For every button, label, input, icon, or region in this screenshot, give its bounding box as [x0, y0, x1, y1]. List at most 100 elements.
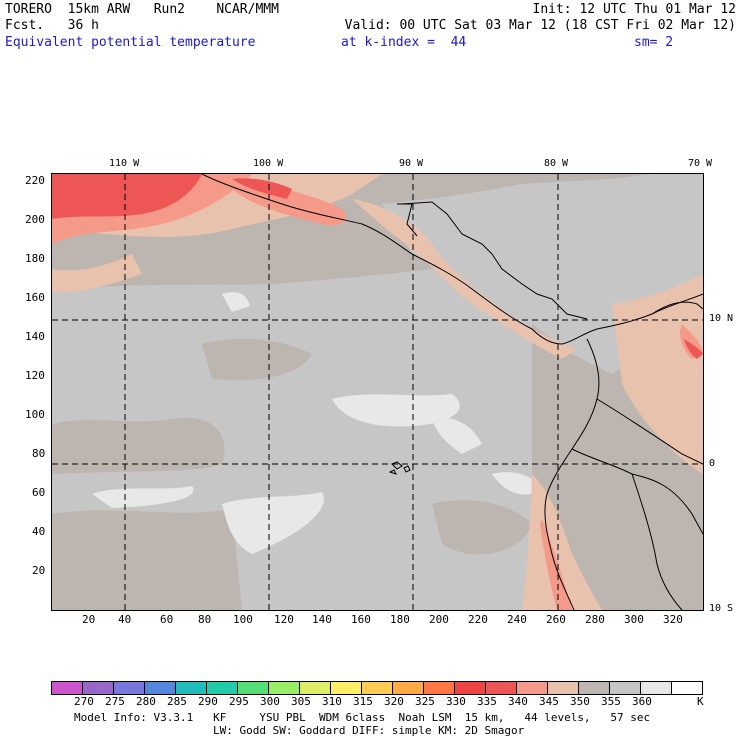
x-tick-40: 40	[118, 613, 132, 626]
colorbar-cell-5	[207, 682, 238, 694]
graticule	[52, 174, 703, 610]
field-region-350-b	[52, 509, 242, 610]
x-tick-140: 140	[312, 613, 332, 626]
colorbar-cell-2	[114, 682, 145, 694]
x-tick-320: 320	[663, 613, 683, 626]
colorbar-cell-4	[176, 682, 207, 694]
theta-e-field	[52, 174, 703, 610]
coast-venezuela	[651, 301, 703, 315]
x-tick-300: 300	[624, 613, 644, 626]
x-tick-60: 60	[160, 613, 174, 626]
cb-label-295: 295	[229, 695, 249, 708]
field-region-360-d	[432, 417, 482, 454]
x-tick-240: 240	[507, 613, 527, 626]
field-region-345-ne	[612, 274, 703, 474]
lon-label-100w: 100 W	[253, 158, 284, 169]
cb-label-320: 320	[384, 695, 404, 708]
cb-label-315: 315	[353, 695, 373, 708]
coastlines	[201, 174, 703, 610]
cb-label-310: 310	[322, 695, 342, 708]
colorbar-cell-1	[83, 682, 114, 694]
field-region-360-a	[92, 486, 194, 508]
cb-label-280: 280	[136, 695, 156, 708]
x-tick-100: 100	[233, 613, 253, 626]
field-name: Equivalent potential temperature	[5, 35, 256, 50]
lat-label-0: 0	[709, 458, 716, 469]
colorbar-cell-20	[672, 682, 702, 694]
cb-label-325: 325	[415, 695, 435, 708]
field-region-335-nw	[52, 174, 202, 219]
field-region-360-e	[222, 292, 250, 312]
colorbar-cell-0	[52, 682, 83, 694]
model-info: Model Info: V3.3.1 KF YSU PBL WDM 6class…	[74, 711, 651, 724]
cb-unit: K	[697, 695, 704, 708]
cb-label-360: 360	[632, 695, 652, 708]
y-tick-200: 200	[25, 213, 45, 226]
x-tick-220: 220	[468, 613, 488, 626]
colorbar-cell-11	[393, 682, 424, 694]
model-title: TORERO 15km ARW Run2 NCAR/MMM	[5, 2, 279, 17]
x-tick-80: 80	[198, 613, 212, 626]
field-region-360-f	[492, 472, 542, 495]
colorbar-cell-10	[362, 682, 393, 694]
forecast-hour: Fcst. 36 h	[5, 18, 99, 33]
field-region-350-c	[202, 338, 312, 381]
lon-label-70w: 70 W	[688, 158, 713, 169]
cb-label-330: 330	[446, 695, 466, 708]
cb-label-355: 355	[601, 695, 621, 708]
y-tick-160: 160	[25, 291, 45, 304]
cb-label-305: 305	[291, 695, 311, 708]
field-region-350-d	[432, 500, 532, 555]
cb-label-340: 340	[508, 695, 528, 708]
border-peru-brazil	[631, 473, 683, 610]
cb-label-290: 290	[198, 695, 218, 708]
x-tick-20: 20	[82, 613, 96, 626]
x-tick-200: 200	[429, 613, 449, 626]
cb-label-270: 270	[74, 695, 94, 708]
colorbar-cell-16	[548, 682, 579, 694]
field-region-360-b	[222, 492, 324, 554]
y-tick-80: 80	[32, 447, 46, 460]
y-tick-120: 120	[25, 369, 45, 382]
field-region-335-e	[684, 339, 703, 359]
lat-label-10n: 10 N	[709, 313, 734, 324]
field-region-350-a	[52, 417, 225, 474]
colorbar-cell-3	[145, 682, 176, 694]
field-region-335-ca	[232, 178, 292, 199]
x-tick-260: 260	[546, 613, 566, 626]
lon-label-110w: 110 W	[109, 158, 140, 169]
valid-time: Valid: 00 UTC Sat 03 Mar 12 (18 CST Fri …	[344, 18, 736, 33]
y-tick-60: 60	[32, 486, 46, 499]
y-tick-180: 180	[25, 252, 45, 265]
cb-label-345: 345	[539, 695, 559, 708]
field-region-360-c	[332, 394, 460, 427]
colorbar-cell-18	[610, 682, 641, 694]
map-panel	[51, 173, 704, 611]
y-tick-20: 20	[32, 564, 46, 577]
x-tick-160: 160	[351, 613, 371, 626]
x-tick-120: 120	[274, 613, 294, 626]
cb-label-285: 285	[167, 695, 187, 708]
colorbar-cell-17	[579, 682, 610, 694]
colorbar-cell-8	[300, 682, 331, 694]
y-tick-220: 220	[25, 174, 45, 187]
islands-galapagos	[388, 461, 411, 475]
colorbar-cell-6	[238, 682, 269, 694]
colorbar-cell-9	[331, 682, 362, 694]
x-tick-280: 280	[585, 613, 605, 626]
coast-caribbean	[401, 201, 588, 320]
coast-central-america	[201, 174, 703, 345]
colorbar-cell-7	[269, 682, 300, 694]
field-region-345-ca	[352, 199, 577, 359]
colorbar-cell-12	[424, 682, 455, 694]
colorbar-cell-15	[517, 682, 548, 694]
x-tick-180: 180	[390, 613, 410, 626]
coast-south-america-west	[544, 338, 600, 610]
init-time: Init: 12 UTC Thu 01 Mar 12	[532, 2, 737, 17]
border-colombia	[596, 398, 703, 465]
smooth-info: sm= 2	[634, 35, 674, 50]
border-mexico-guatemala	[397, 203, 418, 237]
field-region-345-sa	[522, 474, 602, 610]
physics-info: LW: Godd SW: Goddard DIFF: simple KM: 2D…	[213, 724, 525, 737]
level-info: at k-index = 44	[341, 35, 467, 50]
